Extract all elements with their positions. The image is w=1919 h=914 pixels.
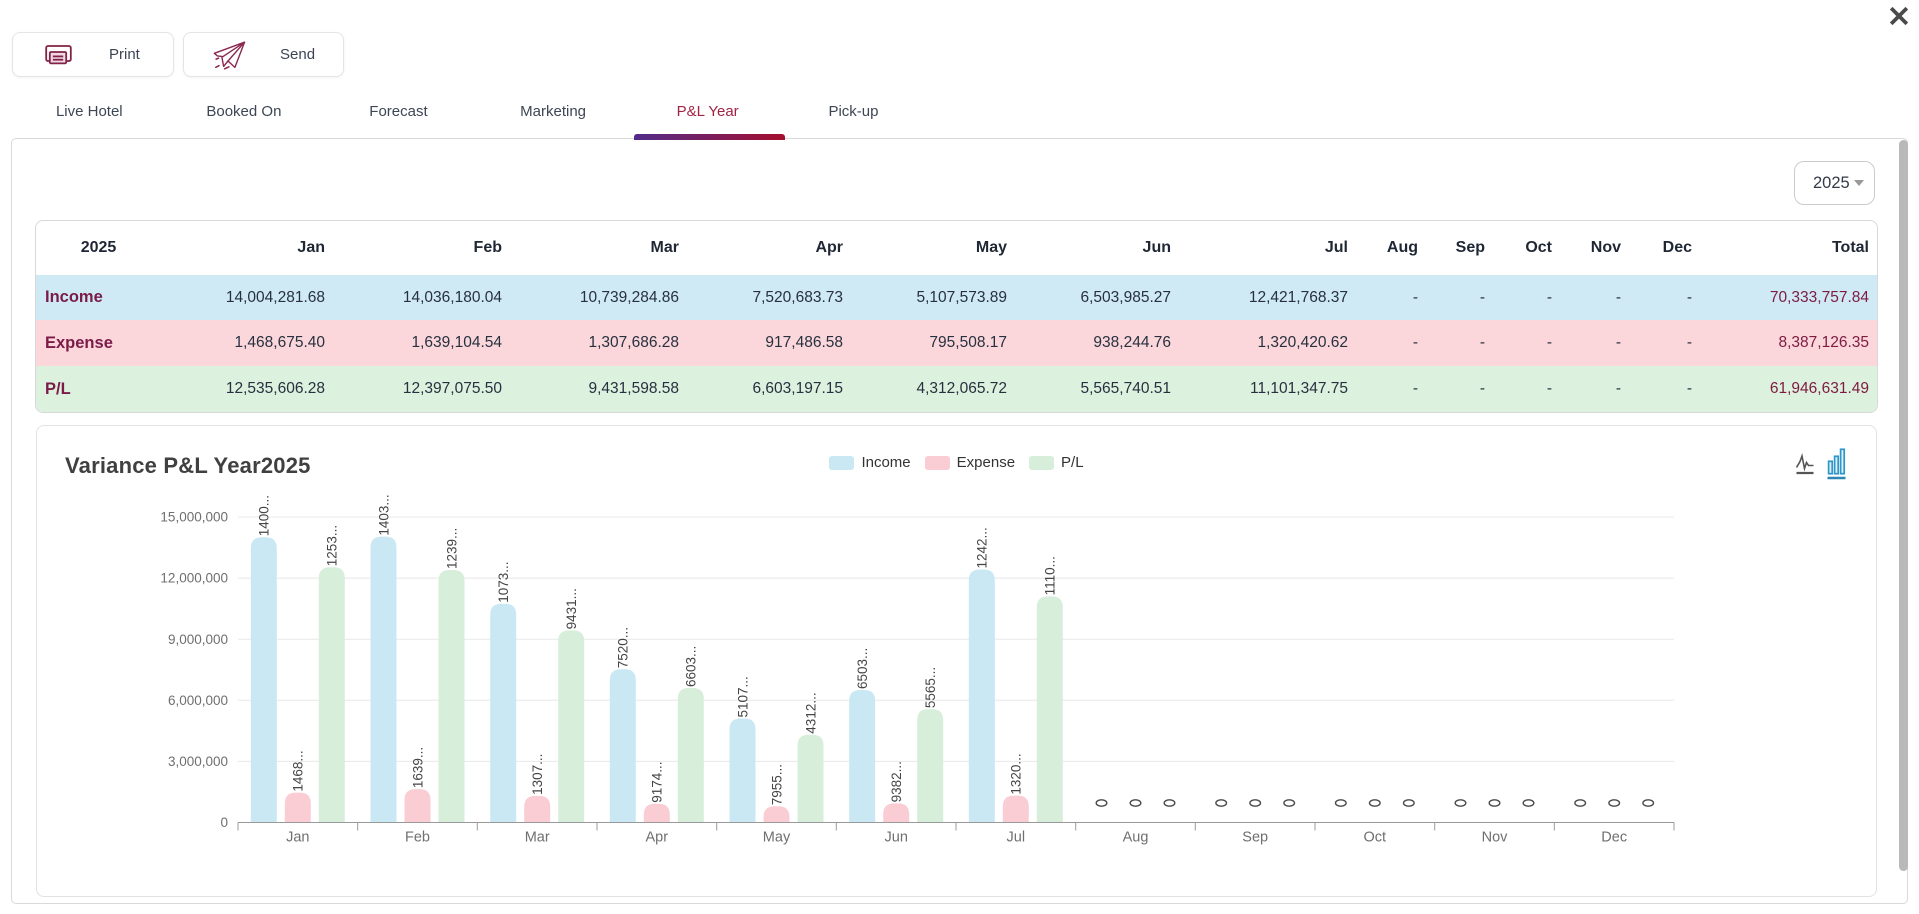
svg-text:1639...: 1639... bbox=[410, 747, 425, 788]
svg-text:Sep: Sep bbox=[1242, 830, 1268, 846]
svg-text:Jun: Jun bbox=[885, 830, 908, 846]
svg-text:9382...: 9382... bbox=[889, 761, 904, 802]
svg-text:Jul: Jul bbox=[1007, 830, 1026, 846]
svg-text:Aug: Aug bbox=[1123, 830, 1149, 846]
svg-text:May: May bbox=[763, 830, 791, 846]
svg-text:1253...: 1253... bbox=[325, 525, 340, 566]
svg-text:7955...: 7955... bbox=[769, 764, 784, 805]
svg-text:1239...: 1239... bbox=[444, 528, 459, 569]
svg-text:0: 0 bbox=[220, 815, 228, 830]
svg-text:Oct: Oct bbox=[1364, 830, 1387, 846]
svg-text:6503...: 6503... bbox=[855, 648, 870, 689]
svg-text:15,000,000: 15,000,000 bbox=[160, 510, 228, 525]
svg-text:9,000,000: 9,000,000 bbox=[168, 632, 228, 647]
svg-text:1400...: 1400... bbox=[257, 495, 272, 536]
svg-text:1110...: 1110... bbox=[1043, 556, 1058, 595]
svg-text:Nov: Nov bbox=[1482, 830, 1509, 846]
svg-text:12,000,000: 12,000,000 bbox=[160, 571, 228, 586]
svg-text:3,000,000: 3,000,000 bbox=[168, 754, 228, 769]
svg-text:Dec: Dec bbox=[1601, 830, 1627, 846]
svg-text:1320...: 1320... bbox=[1009, 753, 1024, 794]
svg-text:6603...: 6603... bbox=[684, 646, 699, 687]
svg-text:1468...: 1468... bbox=[291, 750, 306, 791]
svg-text:9174...: 9174... bbox=[650, 762, 665, 803]
svg-text:9431...: 9431... bbox=[564, 588, 579, 629]
svg-text:4312...: 4312... bbox=[803, 692, 818, 733]
svg-text:5565...: 5565... bbox=[923, 667, 938, 708]
svg-text:1403...: 1403... bbox=[376, 494, 391, 535]
svg-text:Apr: Apr bbox=[646, 830, 669, 846]
svg-text:7520...: 7520... bbox=[616, 627, 631, 668]
svg-text:5107...: 5107... bbox=[735, 676, 750, 717]
svg-text:Jan: Jan bbox=[286, 830, 309, 846]
svg-text:Mar: Mar bbox=[525, 830, 550, 846]
svg-text:1242...: 1242... bbox=[975, 527, 990, 568]
svg-text:Feb: Feb bbox=[405, 830, 430, 846]
svg-text:1307...: 1307... bbox=[530, 754, 545, 795]
svg-text:6,000,000: 6,000,000 bbox=[168, 693, 228, 708]
svg-text:1073...: 1073... bbox=[496, 562, 511, 603]
